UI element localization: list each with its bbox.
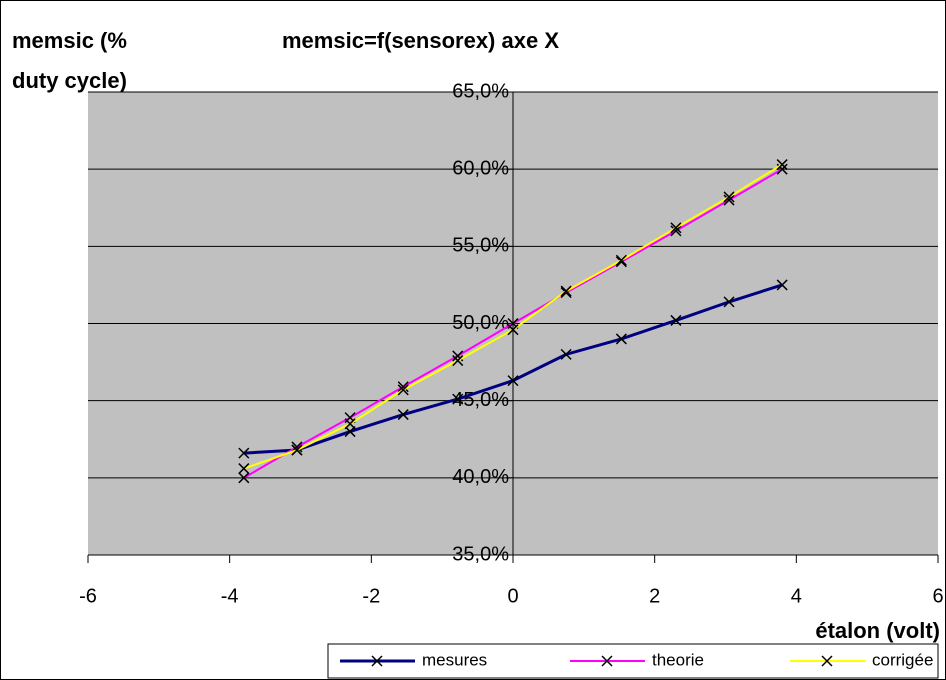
legend-label: mesures	[422, 650, 487, 669]
x-tick-label: 6	[932, 585, 943, 607]
y-tick-label: 55,0%	[452, 235, 509, 257]
x-tick-label: 4	[791, 585, 802, 607]
y-tick-label: 40,0%	[452, 466, 509, 488]
x-tick-label: -6	[79, 585, 97, 607]
y-axis-label: memsic (%	[12, 28, 127, 53]
chart-title: memsic=f(sensorex) axe X	[282, 28, 559, 53]
x-tick-label: 0	[507, 585, 518, 607]
y-tick-label: 60,0%	[452, 157, 509, 179]
x-tick-label: -2	[362, 585, 380, 607]
chart: memsic=f(sensorex) axe X memsic (% duty …	[0, 0, 946, 680]
x-tick-label: 2	[649, 585, 660, 607]
y-tick-label: 35,0%	[452, 543, 509, 565]
y-tick-label: 65,0%	[452, 80, 509, 102]
legend-label: corrigée	[872, 650, 933, 669]
y-axis-label: duty cycle)	[12, 68, 127, 93]
x-tick-label: -4	[221, 585, 239, 607]
x-axis-label: étalon (volt)	[815, 618, 940, 643]
legend-label: theorie	[652, 650, 704, 669]
